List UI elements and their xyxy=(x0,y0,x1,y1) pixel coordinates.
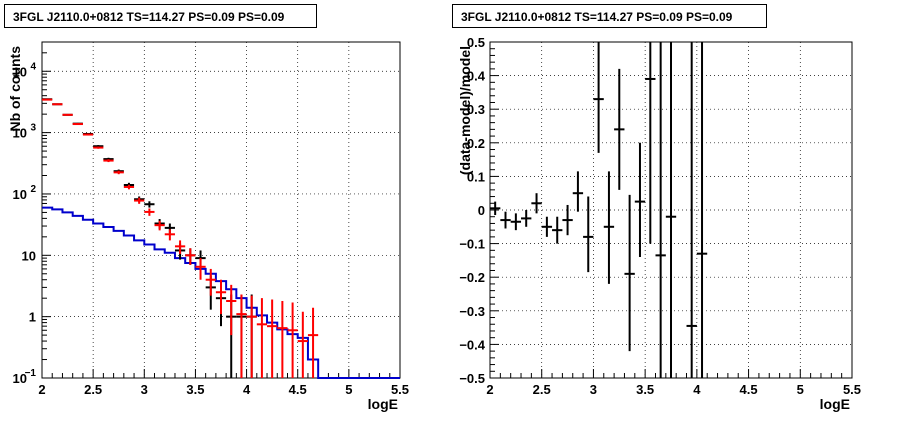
left-x-tick-label: 4.5 xyxy=(289,382,307,397)
right-y-tick-label: 0.2 xyxy=(467,136,485,151)
right-x-tick-label: 5 xyxy=(797,382,804,397)
right-x-tick-label: 5.5 xyxy=(843,382,861,397)
right-x-tick-label: 2.5 xyxy=(533,382,551,397)
right-x-axis-label: logE xyxy=(820,396,850,412)
left-y-tick-label: 10 xyxy=(22,248,36,263)
right-x-tick-label: 3 xyxy=(590,382,597,397)
right-x-tick-label: 4.5 xyxy=(740,382,758,397)
right-y-tick-label: −0.4 xyxy=(459,337,485,352)
left-y-tick-exponent: 3 xyxy=(30,123,36,134)
left-chart-title: 3FGL J2110.0+0812 TS=114.27 PS=0.09 PS=0… xyxy=(4,4,317,28)
left-y-tick-exponent: −1 xyxy=(25,368,37,379)
right-y-tick-label: −0.5 xyxy=(459,371,485,386)
right-y-tick-label: −0.1 xyxy=(459,237,485,252)
right-y-axis-label: (data-model)/model xyxy=(457,46,473,175)
left-y-axis-label: Nb of counts xyxy=(7,46,23,132)
left-x-tick-label: 4 xyxy=(243,382,251,397)
left-plot-frame xyxy=(41,41,401,379)
right-y-tick-label: 0.3 xyxy=(467,102,485,117)
right-plot-frame xyxy=(489,41,853,379)
left-y-tick-exponent: 2 xyxy=(30,184,36,195)
left-x-tick-label: 2 xyxy=(38,382,45,397)
left-model-step-line xyxy=(42,206,400,379)
right-y-tick-label: 0.5 xyxy=(467,35,485,50)
left-y-tick-label: 1 xyxy=(29,310,36,325)
left-y-tick-exponent: 4 xyxy=(30,61,36,72)
left-x-tick-label: 3 xyxy=(141,382,148,397)
right-x-tick-label: 3.5 xyxy=(636,382,654,397)
left-x-tick-label: 3.5 xyxy=(186,382,204,397)
left-y-tick-label: 10 xyxy=(13,187,27,202)
left-y-tick-label: 10 xyxy=(13,64,27,79)
left-x-axis-label: logE xyxy=(368,396,398,412)
left-x-tick-label: 5 xyxy=(345,382,352,397)
right-chart-title: 3FGL J2110.0+0812 TS=114.27 PS=0.09 PS=0… xyxy=(452,4,767,28)
right-y-tick-label: 0.1 xyxy=(467,169,485,184)
right-y-tick-label: 0 xyxy=(478,203,485,218)
left-y-tick-label: 10 xyxy=(13,126,27,141)
left-y-tick-label: 10 xyxy=(13,371,27,386)
right-y-tick-label: 0.4 xyxy=(467,69,486,84)
left-x-tick-label: 5.5 xyxy=(391,382,409,397)
right-x-tick-label: 4 xyxy=(693,382,701,397)
right-y-tick-label: −0.3 xyxy=(459,304,485,319)
right-y-tick-label: −0.2 xyxy=(459,270,485,285)
right-x-tick-label: 2 xyxy=(486,382,493,397)
left-x-tick-label: 2.5 xyxy=(84,382,102,397)
